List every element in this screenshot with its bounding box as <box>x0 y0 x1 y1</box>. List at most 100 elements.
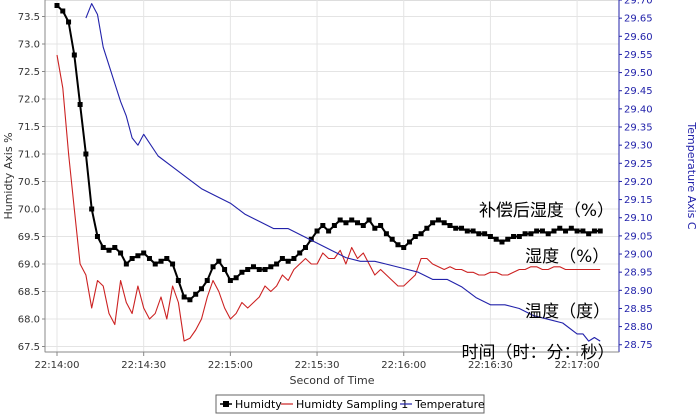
data-point-humidty <box>395 242 401 248</box>
y-right-tick-label: 29.65 <box>624 14 653 25</box>
y-axis-left-title: Humidty Axis % <box>2 132 15 219</box>
data-point-humidty <box>522 231 528 237</box>
annotation-label: 时间（时：分：秒） <box>462 343 615 363</box>
y-right-tick-label: 29.45 <box>624 86 653 97</box>
data-point-humidty <box>256 267 262 272</box>
data-point-humidty <box>418 231 424 237</box>
data-point-humidty <box>545 231 551 237</box>
data-point-humidty <box>320 223 326 228</box>
y-right-tick-label: 28.75 <box>624 340 653 351</box>
y-left-tick-label: 71.0 <box>18 150 40 161</box>
y-right-tick-label: 28.80 <box>624 322 653 333</box>
x-tick-label: 22:17:00 <box>555 360 600 371</box>
data-point-humidty <box>407 239 413 245</box>
data-point-humidty <box>71 52 77 58</box>
series-line-humidty-sampling-1 <box>56 54 601 342</box>
data-point-humidty <box>453 225 459 231</box>
y-right-tick-label: 29.00 <box>624 250 653 261</box>
grid <box>45 0 619 352</box>
data-point-humidty <box>233 275 239 281</box>
data-point-humidty <box>262 267 268 272</box>
data-point-humidty <box>464 228 470 234</box>
data-point-humidty <box>83 151 89 157</box>
data-point-humidty <box>164 256 170 261</box>
y-right-tick-label: 28.95 <box>624 268 653 279</box>
x-axis-title: Second of Time <box>290 374 375 387</box>
y-left-tick-label: 68.0 <box>18 315 40 326</box>
data-point-humidty <box>245 267 251 272</box>
y-right-tick-label: 28.85 <box>624 304 653 315</box>
legend-marker-humidty <box>223 401 229 407</box>
data-point-humidty <box>568 225 574 231</box>
y-right-tick-label: 29.05 <box>624 231 653 242</box>
data-point-humidty <box>285 258 291 264</box>
data-point-humidty <box>250 264 256 270</box>
y-right-tick-label: 29.50 <box>624 68 653 79</box>
data-point-humidty <box>129 256 135 261</box>
y-right-tick-label: 29.25 <box>624 159 653 170</box>
y-right-tick-label: 29.55 <box>624 50 653 61</box>
data-point-humidty <box>158 258 164 264</box>
legend-label-humidty: Humidty <box>235 398 282 411</box>
data-point-humidty <box>210 264 216 270</box>
data-point-humidty <box>383 231 389 237</box>
data-point-humidty <box>563 228 569 234</box>
data-point-humidty <box>430 220 436 226</box>
y-left-tick-label: 69.5 <box>18 232 40 243</box>
data-point-humidty <box>100 245 106 250</box>
data-point-humidty <box>580 228 586 234</box>
y-right-tick-label: 29.70 <box>624 0 653 7</box>
data-point-humidty <box>279 256 285 261</box>
axes: 67.5 68.0 68.5 69.0 69.5 70.0 70.5 71.0 71.5 72.0… <box>18 0 653 371</box>
y-left-tick-label: 72.5 <box>18 67 40 78</box>
data-point-humidty <box>505 236 511 242</box>
x-tick-label: 22:15:30 <box>295 360 340 371</box>
y-left-tick-label: 69.0 <box>18 260 40 271</box>
x-tick-label: 22:14:00 <box>35 360 80 371</box>
y-right-tick-label: 29.20 <box>624 177 653 188</box>
data-point-humidty <box>331 223 337 228</box>
data-point-humidty <box>198 286 204 292</box>
data-point-humidty <box>187 297 193 303</box>
data-point-humidty <box>123 261 129 267</box>
data-point-humidty <box>551 228 557 234</box>
data-point-humidty <box>54 3 60 8</box>
data-point-humidty <box>511 234 517 239</box>
data-point-humidty <box>135 253 141 259</box>
data-point-humidty <box>193 291 199 297</box>
legend-label-temperature: Temperature <box>414 398 485 411</box>
annotation-label: 温度（度） <box>525 302 610 322</box>
data-point-humidty <box>291 256 297 261</box>
data-point-humidty <box>308 236 314 242</box>
series-line-temperature <box>85 3 601 342</box>
y-right-tick-label: 29.35 <box>624 123 653 134</box>
data-point-humidty <box>435 217 441 223</box>
data-point-humidty <box>175 278 181 283</box>
data-point-humidty <box>222 267 228 272</box>
data-point-humidty <box>401 245 407 250</box>
data-point-humidty <box>112 245 118 250</box>
y-left-tick-label: 72.0 <box>18 95 40 106</box>
x-tick-label: 22:16:00 <box>381 360 426 371</box>
data-point-humidty <box>77 102 83 107</box>
x-tick-label: 22:14:30 <box>121 360 166 371</box>
data-point-humidty <box>181 294 187 300</box>
data-point-humidty <box>378 223 384 228</box>
data-point-humidty <box>66 19 72 25</box>
y-right-tick-label: 28.90 <box>624 286 653 297</box>
data-point-humidty <box>424 225 430 231</box>
data-point-humidty <box>204 278 210 283</box>
data-point-humidty <box>170 261 176 267</box>
data-point-humidty <box>441 220 447 226</box>
y-right-tick-label: 29.30 <box>624 141 653 152</box>
data-point-humidty <box>141 250 147 256</box>
data-point-humidty <box>574 228 580 234</box>
data-point-humidty <box>586 231 592 237</box>
data-point-humidty <box>349 217 355 223</box>
y-right-tick-label: 29.10 <box>624 213 653 224</box>
data-point-humidty <box>499 239 505 245</box>
data-point-humidty <box>493 236 499 242</box>
y-left-tick-label: 67.5 <box>18 342 40 353</box>
data-point-humidty <box>326 228 332 234</box>
